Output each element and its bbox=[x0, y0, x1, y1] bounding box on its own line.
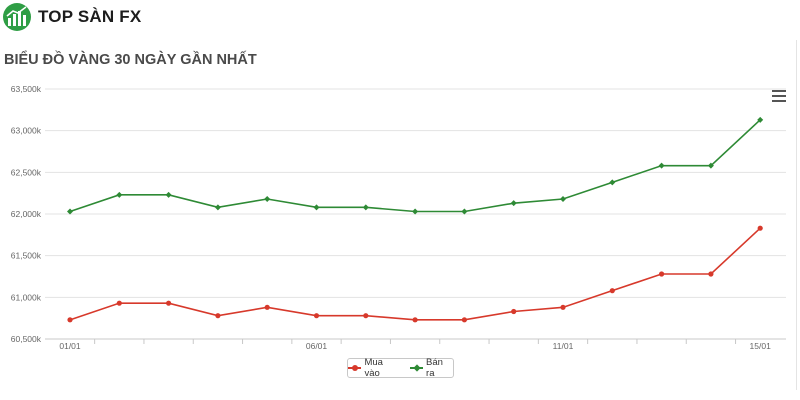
brand-logo-icon bbox=[3, 3, 31, 31]
data-point-sell bbox=[609, 179, 616, 186]
axis-labels: 60,500k 61,000k 61,500k 62,000k 62,500k 63,00… bbox=[11, 84, 771, 351]
data-point-buy bbox=[757, 225, 763, 231]
legend-label-buy: Mua vào bbox=[364, 357, 383, 379]
y-tick-label: 62,500k bbox=[11, 167, 42, 177]
data-point-buy bbox=[313, 313, 320, 319]
legend-item-buy[interactable]: Mua vào bbox=[348, 357, 400, 379]
divider bbox=[796, 40, 797, 390]
data-point-sell bbox=[412, 208, 419, 215]
data-point-sell bbox=[116, 191, 123, 198]
data-point-sell bbox=[362, 204, 369, 211]
data-point-sell bbox=[313, 204, 320, 211]
y-tick-label: 63,000k bbox=[11, 126, 42, 136]
data-point-sell bbox=[461, 208, 468, 215]
data-point-buy bbox=[511, 308, 517, 315]
data-point-buy bbox=[412, 317, 418, 323]
data-point-sell bbox=[757, 116, 764, 123]
data-point-sell bbox=[165, 191, 172, 198]
data-point-sell bbox=[67, 208, 73, 215]
chart-legend: Mua vào Bán ra bbox=[347, 357, 454, 379]
data-point-sell bbox=[658, 162, 665, 169]
chart-title: BIỂU ĐỒ VÀNG 30 NGÀY GẦN NHẤT bbox=[4, 52, 257, 68]
series-line-buy bbox=[69, 227, 761, 321]
data-point-buy bbox=[67, 317, 73, 323]
data-point-buy bbox=[363, 313, 369, 319]
data-point-buy bbox=[560, 304, 566, 310]
data-point-buy bbox=[166, 300, 172, 306]
legend-swatch-buy bbox=[348, 364, 362, 372]
series-line-sell bbox=[69, 119, 761, 213]
chart-menu-icon[interactable] bbox=[772, 90, 786, 102]
data-point-sell bbox=[510, 200, 517, 207]
legend-label-sell: Bán ra bbox=[426, 357, 443, 379]
axes bbox=[45, 338, 786, 344]
data-point-buy bbox=[264, 304, 270, 310]
data-point-buy bbox=[461, 317, 467, 323]
brand-header: TOP SÀN FX bbox=[2, 2, 141, 32]
brand-name: TOP SÀN FX bbox=[38, 7, 142, 26]
data-point-buy bbox=[609, 288, 615, 294]
y-tick-label: 62,000k bbox=[11, 209, 42, 219]
data-point-buy bbox=[116, 300, 122, 306]
data-point-sell bbox=[707, 162, 714, 169]
y-tick-label: 61,000k bbox=[11, 292, 42, 302]
y-tick-label: 63,500k bbox=[11, 84, 42, 94]
data-point-sell bbox=[560, 196, 566, 202]
y-tick-label: 61,500k bbox=[11, 251, 42, 261]
legend-swatch-sell bbox=[409, 364, 424, 372]
legend-item-sell[interactable]: Bán ra bbox=[409, 357, 453, 379]
data-point-buy bbox=[215, 313, 221, 319]
x-tick-label: 11/01 bbox=[553, 341, 574, 351]
data-point-buy bbox=[708, 271, 714, 277]
data-point-sell bbox=[264, 196, 271, 202]
x-tick-label: 06/01 bbox=[306, 341, 328, 351]
x-tick-label: 01/01 bbox=[59, 341, 81, 351]
data-point-sell bbox=[214, 204, 221, 211]
x-tick-label: 15/01 bbox=[750, 341, 772, 351]
series-lines bbox=[67, 116, 764, 323]
y-tick-label: 60,500k bbox=[11, 334, 42, 344]
data-point-buy bbox=[659, 271, 665, 277]
